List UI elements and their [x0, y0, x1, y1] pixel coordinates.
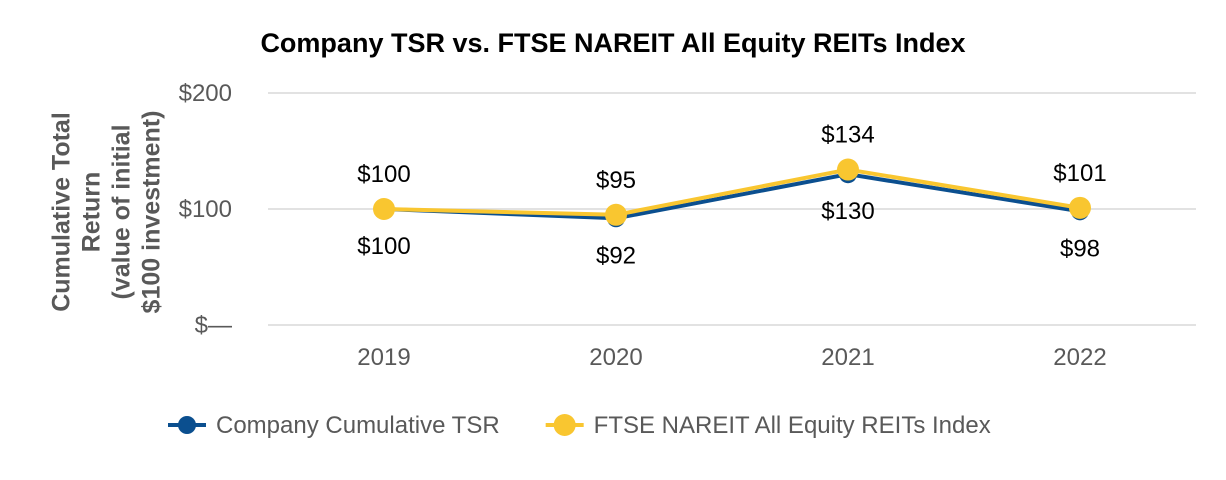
x-tick-label: 2019	[357, 344, 410, 371]
y-axis-label-line: Cumulative Total	[48, 112, 76, 312]
data-label: $98	[1060, 235, 1100, 262]
data-labels: $100 $92 $130 $98 $100 $95 $134 $101	[357, 122, 1106, 270]
data-label: $101	[1053, 160, 1106, 187]
data-point	[837, 158, 859, 181]
data-label: $95	[596, 167, 636, 194]
legend-marker	[553, 414, 576, 436]
legend-item: Company Cumulative TSR	[168, 412, 500, 439]
data-label: $130	[821, 198, 874, 225]
y-axis-label: Cumulative Total Return (value of initial $…	[48, 111, 166, 314]
legend-label: Company Cumulative TSR	[216, 412, 500, 439]
y-tick-label: $200	[179, 80, 232, 107]
data-label: $100	[357, 161, 410, 188]
data-label: $134	[821, 122, 874, 149]
x-tick-label: 2020	[589, 344, 642, 371]
chart-title: Company TSR vs. FTSE NAREIT All Equity R…	[260, 28, 965, 58]
x-tick-label: 2022	[1053, 344, 1106, 371]
data-point	[605, 203, 627, 226]
y-axis-ticks: $— $100 $200	[179, 80, 232, 339]
data-label: $92	[596, 242, 636, 269]
series	[373, 158, 1091, 228]
legend-marker	[178, 416, 196, 434]
y-tick-label: $—	[195, 312, 232, 339]
data-point	[373, 198, 395, 220]
x-tick-label: 2021	[821, 344, 874, 371]
y-axis-label-line: $100 investment)	[138, 111, 166, 314]
y-axis-label-line: Return	[78, 172, 106, 253]
y-tick-label: $100	[179, 196, 232, 223]
data-point	[1069, 196, 1091, 219]
series-line	[383, 167, 1081, 217]
x-axis-ticks: 2019 2020 2021 2022	[357, 344, 1106, 371]
legend-label: FTSE NAREIT All Equity REITs Index	[594, 412, 991, 439]
data-label: $100	[357, 233, 410, 260]
legend: Company Cumulative TSR FTSE NAREIT All Eq…	[168, 412, 991, 439]
legend-item: FTSE NAREIT All Equity REITs Index	[545, 412, 991, 439]
y-axis-label-line: (value of initial	[108, 124, 136, 299]
